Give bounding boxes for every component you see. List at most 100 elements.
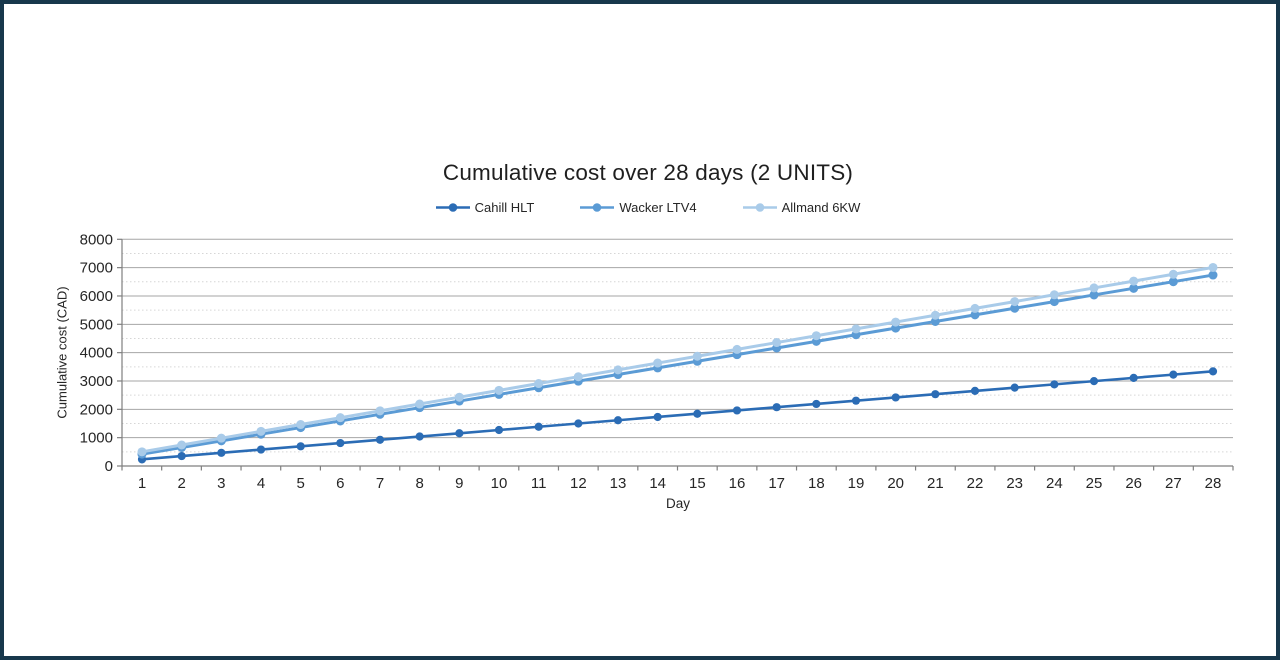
data-point: [811, 331, 821, 341]
data-point: [1050, 380, 1059, 389]
x-tick-label: 28: [1205, 475, 1222, 492]
data-point: [573, 372, 583, 382]
data-point: [256, 426, 266, 436]
x-tick-label: 6: [336, 475, 344, 492]
data-point: [177, 451, 186, 461]
data-point: [1208, 270, 1218, 280]
data-point: [494, 425, 504, 435]
data-point: [653, 358, 663, 368]
data-point: [534, 422, 543, 431]
data-point: [177, 440, 187, 450]
x-tick-label: 25: [1086, 475, 1103, 492]
y-tick-label: 3000: [80, 373, 113, 390]
data-point: [1010, 297, 1020, 307]
x-tick-label: 17: [768, 475, 785, 492]
x-tick-label: 26: [1125, 475, 1142, 492]
data-point: [891, 317, 901, 327]
x-tick-label: 9: [455, 475, 463, 492]
x-tick-label: 20: [887, 475, 904, 492]
x-tick-label: 21: [927, 475, 944, 492]
legend-item-allmand-6kw: Allmand 6KW: [742, 200, 860, 215]
data-point: [256, 445, 266, 454]
x-tick-label: 11: [531, 475, 547, 492]
data-point: [415, 432, 424, 441]
data-point: [415, 399, 425, 409]
data-point: [1169, 370, 1178, 379]
x-axis-title: Day: [665, 496, 690, 511]
data-point: [930, 316, 940, 326]
data-point: [454, 392, 464, 402]
y-tick-label: 8000: [80, 231, 113, 248]
chart-title: Cumulative cost over 28 days (2 UNITS): [442, 160, 854, 185]
data-point: [772, 403, 781, 412]
data-point: [1208, 262, 1218, 272]
y-tick-label: 1000: [80, 430, 113, 447]
series-line: [141, 265, 1214, 454]
data-point: [137, 447, 147, 457]
data-point: [494, 385, 504, 395]
x-tick-label: 24: [1046, 475, 1063, 492]
data-point: [851, 324, 861, 334]
series-line: [141, 370, 1214, 461]
data-point: [1168, 269, 1178, 279]
data-point: [970, 310, 980, 320]
data-point: [1010, 303, 1020, 313]
data-point: [1049, 297, 1059, 307]
x-tick-label: 15: [689, 475, 706, 492]
data-point: [1129, 373, 1138, 382]
x-tick-label: 8: [415, 475, 423, 492]
data-point: [375, 435, 385, 444]
x-tick-label: 27: [1165, 475, 1182, 492]
legend-marker-icon: [742, 203, 777, 212]
data-point: [1049, 290, 1059, 300]
data-point: [296, 442, 305, 451]
data-point: [335, 413, 345, 423]
legend-item-cahill-hlt: Cahill HLT: [435, 200, 535, 215]
data-point: [931, 390, 940, 399]
data-point: [1089, 290, 1099, 300]
x-tick-label: 3: [217, 475, 225, 492]
data-point: [812, 399, 821, 409]
x-tick-label: 4: [257, 475, 265, 492]
data-point: [1089, 283, 1099, 293]
data-point: [455, 429, 464, 438]
legend-marker-icon: [435, 203, 470, 212]
legend-marker-icon: [580, 203, 615, 212]
x-tick-label: 12: [570, 475, 587, 492]
data-point: [693, 409, 702, 418]
x-tick-label: 2: [177, 475, 185, 492]
data-point: [891, 393, 900, 402]
data-point: [217, 448, 226, 457]
series-cahill-hlt: [137, 367, 1218, 464]
legend-label: Cahill HLT: [474, 200, 535, 215]
chart-legend: Cahill HLT Wacker LTV4 Allmand 6KW: [4, 200, 1276, 215]
data-point: [1168, 277, 1178, 287]
data-point: [772, 338, 782, 348]
data-point: [1129, 276, 1139, 286]
data-point: [336, 438, 345, 448]
series-allmand-6kw: [137, 262, 1218, 457]
x-tick-label: 5: [296, 475, 304, 492]
y-tick-label: 2000: [80, 401, 113, 418]
legend-label: Wacker LTV4: [619, 200, 697, 215]
x-tick-label: 16: [729, 475, 746, 492]
y-tick-label: 4000: [80, 345, 113, 362]
x-tick-label: 19: [848, 475, 865, 492]
data-point: [1208, 367, 1218, 376]
data-point: [1010, 383, 1019, 392]
y-tick-label: 0: [105, 458, 113, 475]
x-tick-label: 18: [808, 475, 825, 492]
data-point: [574, 419, 583, 428]
y-tick-label: 7000: [80, 260, 113, 277]
data-point: [970, 386, 980, 396]
data-point: [296, 420, 306, 430]
x-tick-label: 10: [491, 475, 508, 492]
x-tick-label: 22: [967, 475, 984, 492]
data-point: [692, 351, 702, 361]
data-point: [1129, 283, 1139, 293]
x-tick-label: 14: [649, 475, 666, 492]
data-point: [1089, 377, 1099, 386]
